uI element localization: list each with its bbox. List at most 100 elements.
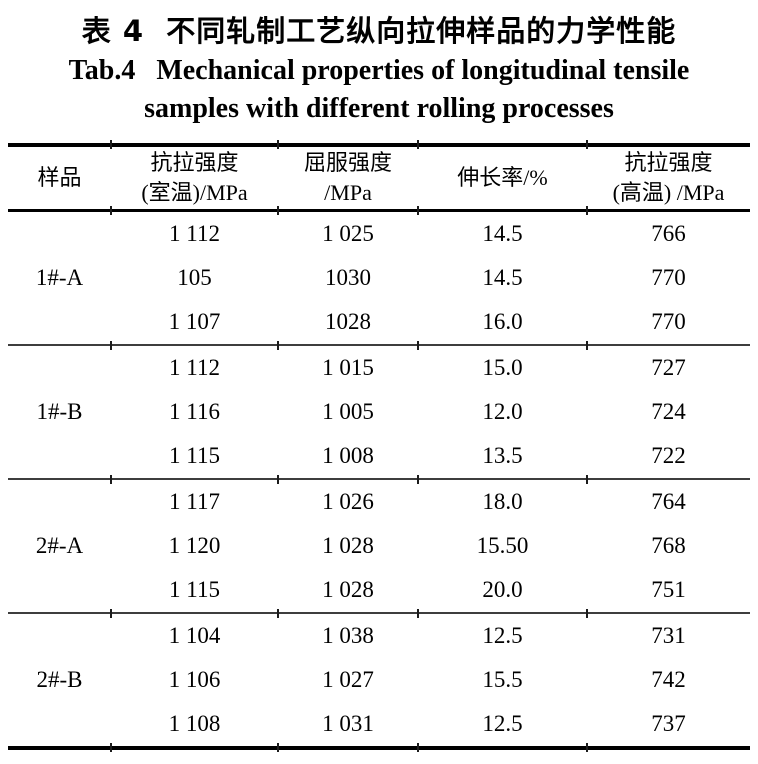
table-row: 1 115 1 008 13.5 722 bbox=[8, 434, 750, 479]
cell-elongation: 12.5 bbox=[482, 711, 523, 736]
col-header-elongation: 伸长率/% bbox=[418, 145, 587, 212]
cell-yield: 1 028 bbox=[322, 577, 374, 602]
column-tick-mark bbox=[110, 341, 112, 350]
table-row: 2#-A 1 117 1 026 18.0 764 bbox=[8, 479, 750, 558]
cell-yield: 1030 bbox=[325, 265, 371, 290]
col-header-tensile-room: 抗拉强度 (室温)/MPa bbox=[111, 145, 278, 212]
col-header-sample: 样品 bbox=[8, 145, 111, 212]
cell-yield: 1 008 bbox=[322, 443, 374, 468]
cell-elongation: 18.0 bbox=[482, 489, 523, 514]
cell-elongation: 16.0 bbox=[482, 309, 523, 334]
cell-tensile-room: 105 bbox=[177, 265, 212, 290]
column-tick-mark bbox=[417, 475, 419, 484]
cell-yield: 1 031 bbox=[322, 711, 374, 736]
cell-yield: 1 026 bbox=[322, 489, 374, 514]
cell-tensile-high: 727 bbox=[651, 355, 686, 380]
cell-tensile-room: 1 115 bbox=[169, 577, 220, 602]
column-tick-mark bbox=[417, 140, 419, 149]
table-row: 1 120 1 028 15.50 768 bbox=[8, 524, 750, 568]
cell-tensile-high: 751 bbox=[651, 577, 686, 602]
header-line: /MPa bbox=[324, 180, 372, 205]
cell-elongation: 12.5 bbox=[482, 623, 523, 648]
cell-tensile-high: 731 bbox=[651, 623, 686, 648]
column-tick-mark bbox=[277, 609, 279, 618]
column-tick-mark bbox=[277, 475, 279, 484]
cell-yield: 1 028 bbox=[322, 533, 374, 558]
cell-tensile-room: 1 107 bbox=[168, 309, 221, 334]
table-row: 105 1030 14.5 770 bbox=[8, 256, 750, 300]
column-tick-mark bbox=[586, 206, 588, 215]
column-tick-mark bbox=[277, 206, 279, 215]
cell-tensile-room: 1 104 bbox=[168, 623, 221, 648]
col-header-yield: 屈服强度/MPa bbox=[278, 145, 418, 212]
column-tick-mark bbox=[417, 609, 419, 618]
cell-yield: 1028 bbox=[325, 309, 371, 334]
sample-label: 2#-A bbox=[35, 533, 84, 558]
header-line: 屈服强度 bbox=[303, 150, 392, 175]
header-line: 抗拉强度 bbox=[150, 150, 239, 175]
cell-tensile-room: 1 115 bbox=[169, 443, 220, 468]
cell-elongation: 20.0 bbox=[482, 577, 523, 602]
data-table-wrapper: 样品 抗拉强度 (室温)/MPa 屈服强度/MPa 伸长率/% 抗拉强度 (高温) … bbox=[8, 140, 750, 752]
cell-elongation: 12.0 bbox=[482, 399, 523, 424]
header-line: 抗拉强度 bbox=[624, 150, 713, 175]
cell-elongation: 13.5 bbox=[482, 443, 523, 468]
column-tick-mark bbox=[110, 609, 112, 618]
column-tick-mark bbox=[586, 743, 588, 752]
cell-elongation: 15.50 bbox=[476, 533, 529, 558]
cell-yield: 1 015 bbox=[322, 355, 374, 380]
cell-yield: 1 038 bbox=[322, 623, 374, 648]
cell-tensile-high: 764 bbox=[651, 489, 686, 514]
table-header: 样品 抗拉强度 (室温)/MPa 屈服强度/MPa 伸长率/% 抗拉强度 (高温) … bbox=[8, 145, 750, 212]
cell-tensile-high: 766 bbox=[651, 221, 686, 246]
sample-group-2B: 2#-B 1 104 1 038 12.5 731 1 106 1 027 15… bbox=[8, 613, 750, 748]
sample-label: 1#-B bbox=[36, 399, 83, 424]
header-line: 样品 bbox=[37, 165, 82, 190]
cell-tensile-room: 1 116 bbox=[169, 399, 220, 424]
table-row: 1 115 1 028 20.0 751 bbox=[8, 568, 750, 613]
cell-tensile-room: 1 112 bbox=[169, 355, 220, 380]
cell-tensile-room: 1 117 bbox=[169, 489, 220, 514]
column-tick-mark bbox=[417, 341, 419, 350]
sample-label: 2#-B bbox=[36, 667, 83, 692]
cell-elongation: 14.5 bbox=[482, 221, 523, 246]
cell-elongation: 15.0 bbox=[482, 355, 523, 380]
cell-yield: 1 025 bbox=[322, 221, 374, 246]
cell-tensile-high: 742 bbox=[651, 667, 686, 692]
column-tick-mark bbox=[110, 475, 112, 484]
table-caption-zh: 表 4 不同轧制工艺纵向拉伸样品的力学性能 bbox=[81, 14, 677, 48]
column-tick-mark bbox=[586, 341, 588, 350]
sample-label: 1#-A bbox=[35, 265, 84, 290]
column-tick-mark bbox=[417, 743, 419, 752]
cell-tensile-high: 770 bbox=[651, 309, 686, 334]
header-row: 样品 抗拉强度 (室温)/MPa 屈服强度/MPa 伸长率/% 抗拉强度 (高温) … bbox=[8, 145, 750, 212]
cell-tensile-room: 1 120 bbox=[168, 533, 221, 558]
cell-elongation: 14.5 bbox=[482, 265, 523, 290]
cell-tensile-room: 1 112 bbox=[169, 221, 220, 246]
header-line: (室温)/MPa bbox=[141, 180, 248, 205]
column-tick-mark bbox=[586, 140, 588, 149]
table-row: 1#-A 1 112 1 025 14.5 766 bbox=[8, 211, 750, 290]
column-tick-mark bbox=[110, 140, 112, 149]
table-row: 1 107 1028 16.0 770 bbox=[8, 300, 750, 345]
table-caption-en-line2: samples with different rolling processes bbox=[144, 93, 614, 124]
sample-group-1A: 1#-A 1 112 1 025 14.5 766 105 1030 14.5 … bbox=[8, 211, 750, 346]
header-line: (高温) /MPa bbox=[612, 180, 725, 205]
column-tick-mark bbox=[417, 206, 419, 215]
column-tick-mark bbox=[110, 743, 112, 752]
column-tick-mark bbox=[277, 743, 279, 752]
cell-tensile-room: 1 106 bbox=[168, 667, 221, 692]
cell-yield: 1 005 bbox=[322, 399, 374, 424]
cell-yield: 1 027 bbox=[322, 667, 374, 692]
column-tick-mark bbox=[110, 206, 112, 215]
table-caption-en-line1: Tab.4 Mechanical properties of longitudi… bbox=[68, 55, 690, 86]
cell-tensile-high: 770 bbox=[651, 265, 686, 290]
table-row: 1 116 1 005 12.0 724 bbox=[8, 390, 750, 434]
column-tick-mark bbox=[586, 475, 588, 484]
cell-tensile-high: 722 bbox=[651, 443, 686, 468]
cell-tensile-high: 724 bbox=[651, 399, 686, 424]
table-row: 1#-B 1 112 1 015 15.0 727 bbox=[8, 345, 750, 424]
table-row: 1 108 1 031 12.5 737 bbox=[8, 702, 750, 748]
table-row: 2#-B 1 104 1 038 12.5 731 bbox=[8, 613, 750, 692]
